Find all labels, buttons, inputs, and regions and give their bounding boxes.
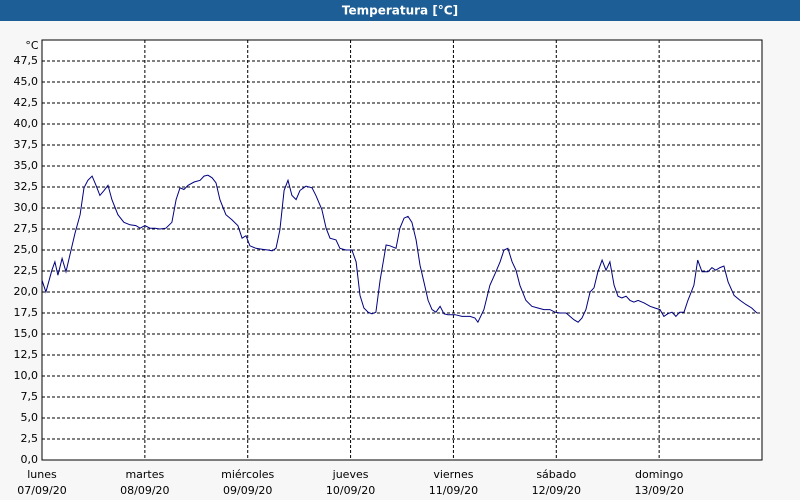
x-tick-label: viernes [433, 468, 473, 481]
y-tick-label: 25,0 [14, 243, 39, 256]
y-tick-label: 27,5 [14, 222, 39, 235]
y-tick-label: 5,0 [21, 411, 39, 424]
y-tick-label: 37,5 [14, 138, 39, 151]
x-tick-label: sábado [536, 468, 576, 481]
y-tick-label: 45,0 [14, 75, 39, 88]
y-unit: °C [25, 39, 39, 52]
y-tick-label: 12,5 [14, 348, 39, 361]
x-tick-label: jueves [332, 468, 369, 481]
x-tick-sublabel: 07/09/20 [17, 484, 66, 497]
x-tick-label: martes [125, 468, 164, 481]
y-tick-label: 0,0 [21, 453, 39, 466]
x-tick-sublabel: 11/09/20 [429, 484, 478, 497]
y-tick-label: 35,0 [14, 159, 39, 172]
y-tick-label: 40,0 [14, 117, 39, 130]
y-tick-label: 15,0 [14, 327, 39, 340]
x-tick-sublabel: 08/09/20 [120, 484, 169, 497]
temperature-line [41, 174, 758, 324]
y-tick-label: 42,5 [14, 96, 39, 109]
x-tick-label: domingo [635, 468, 683, 481]
x-tick-sublabel: 10/09/20 [326, 484, 375, 497]
y-tick-label: 2,5 [21, 432, 39, 445]
y-tick-label: 17,5 [14, 306, 39, 319]
chart-title: Temperatura [°C] [342, 4, 458, 18]
x-tick-sublabel: 13/09/20 [634, 484, 683, 497]
x-tick-sublabel: 09/09/20 [223, 484, 272, 497]
x-tick-label: miércoles [221, 468, 274, 481]
y-tick-label: 20,0 [14, 285, 39, 298]
y-tick-label: 7,5 [21, 390, 39, 403]
y-tick-label: 22,5 [14, 264, 39, 277]
title-bar [0, 0, 800, 21]
x-tick-label: lunes [27, 468, 57, 481]
y-tick-label: 30,0 [14, 201, 39, 214]
y-tick-label: 32,5 [14, 180, 39, 193]
x-tick-sublabel: 12/09/20 [532, 484, 581, 497]
y-tick-label: 47,5 [14, 54, 39, 67]
y-tick-label: 10,0 [14, 369, 39, 382]
